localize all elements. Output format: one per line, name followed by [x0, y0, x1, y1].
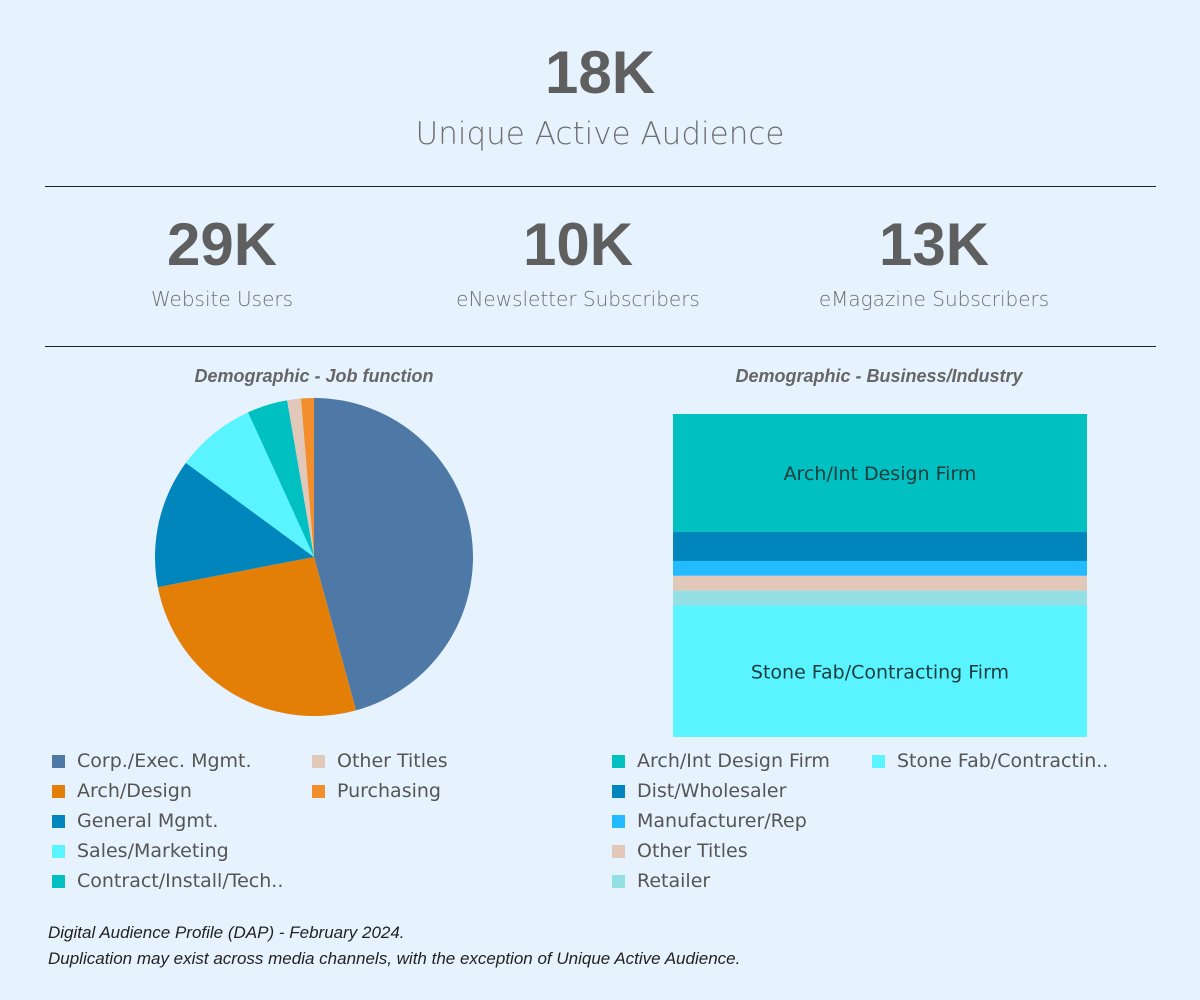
- pie-chart-title: Demographic - Job function: [194, 366, 434, 386]
- legend-item-manufacturer-rep[interactable]: Manufacturer/Rep: [612, 810, 807, 832]
- emagazine-label: eMagazine Subscribers: [818, 287, 1050, 311]
- legend-item-retailer[interactable]: Retailer: [612, 870, 710, 892]
- legend-item-contract-install-tech[interactable]: Contract/Install/Tech..: [52, 870, 283, 892]
- legend-swatch: [612, 844, 625, 858]
- legend-label: Contract/Install/Tech..: [77, 870, 284, 892]
- bar-segment-dist-wholesaler[interactable]: [673, 531, 1087, 561]
- bar-chart-title: Demographic - Business/Industry: [735, 366, 1023, 386]
- bar-segment-manufacturer-rep[interactable]: [673, 560, 1087, 576]
- legend-label: Retailer: [637, 870, 711, 892]
- legend-swatch: [612, 784, 625, 798]
- footer-note-2: Duplication may exist across media chann…: [48, 949, 741, 968]
- unique-audience-value: 18K: [544, 39, 656, 106]
- enewsletter-label: eNewsletter Subscribers: [456, 287, 700, 311]
- legend-item-purchasing[interactable]: Purchasing: [312, 780, 441, 802]
- bar-label: Arch/Int Design Firm: [784, 463, 977, 485]
- legend-swatch: [612, 814, 625, 828]
- pie-slice-corp-exec-mgmt[interactable]: [314, 398, 473, 711]
- legend-label: Corp./Exec. Mgmt.: [77, 750, 252, 772]
- legend-item-stone-fab-contractin[interactable]: Stone Fab/Contractin..: [872, 750, 1108, 772]
- legend-label: Arch/Design: [77, 780, 192, 802]
- legend-item-general-mgmt[interactable]: General Mgmt.: [52, 810, 218, 832]
- legend-item-corp-exec-mgmt[interactable]: Corp./Exec. Mgmt.: [52, 750, 252, 772]
- bar-segment-other-titles[interactable]: [673, 575, 1087, 591]
- pie-slice-sales-marketing[interactable]: [185, 412, 314, 557]
- bar-label: Stone Fab/Contracting Firm: [751, 661, 1009, 683]
- divider: [45, 186, 1156, 187]
- legend-swatch: [52, 844, 65, 858]
- legend-swatch: [52, 814, 65, 828]
- pie-slice-other-titles[interactable]: [287, 398, 314, 557]
- pie-slice-general-mgmt[interactable]: [155, 462, 314, 588]
- bar-segment-retailer[interactable]: [673, 590, 1087, 606]
- legend-swatch: [612, 874, 625, 888]
- legend-label: Stone Fab/Contractin..: [897, 750, 1109, 772]
- business-industry-bar-chart: Arch/Int Design Firm Stone Fab/Contractin…: [673, 414, 1087, 737]
- legend-item-dist-wholesaler[interactable]: Dist/Wholesaler: [612, 780, 786, 802]
- legend-swatch: [612, 754, 625, 768]
- legend-label: General Mgmt.: [77, 810, 219, 832]
- legend-swatch: [312, 754, 325, 768]
- legend-swatch: [872, 754, 885, 768]
- legend-label: Other Titles: [337, 750, 448, 772]
- legend-label: Arch/Int Design Firm: [637, 750, 830, 772]
- legend-item-arch-int-design-firm[interactable]: Arch/Int Design Firm: [612, 750, 830, 772]
- job-function-pie-chart: [155, 398, 473, 716]
- legend-swatch: [52, 874, 65, 888]
- unique-audience-label: Unique Active Audience: [415, 116, 785, 152]
- legend-item-sales-marketing[interactable]: Sales/Marketing: [52, 840, 229, 862]
- legend-item-other-titles[interactable]: Other Titles: [612, 840, 748, 862]
- legend-swatch: [312, 784, 325, 798]
- emagazine-value: 13K: [878, 211, 990, 278]
- legend-label: Manufacturer/Rep: [637, 810, 807, 832]
- website-users-label: Website Users: [150, 287, 294, 311]
- pie-slice-contract-install-tech[interactable]: [248, 400, 314, 557]
- enewsletter-value: 10K: [522, 211, 634, 278]
- legend-label: Sales/Marketing: [77, 840, 229, 862]
- pie-slice-purchasing[interactable]: [301, 398, 314, 557]
- bar-segment-arch-int-design-firm[interactable]: [673, 414, 1087, 532]
- legend-swatch: [52, 784, 65, 798]
- legend-item-arch-design[interactable]: Arch/Design: [52, 780, 192, 802]
- footer-note-1: Digital Audience Profile (DAP) - Februar…: [48, 923, 405, 942]
- legend-label: Purchasing: [337, 780, 441, 802]
- bar-segment-stone-fab-contracting-firm[interactable]: [673, 605, 1087, 737]
- divider: [45, 346, 1156, 347]
- legend-item-other-titles[interactable]: Other Titles: [312, 750, 448, 772]
- website-users-value: 29K: [166, 211, 278, 278]
- legend-label: Other Titles: [637, 840, 748, 862]
- pie-slice-arch-design[interactable]: [157, 557, 356, 716]
- legend-swatch: [52, 754, 65, 768]
- legend-label: Dist/Wholesaler: [637, 780, 787, 802]
